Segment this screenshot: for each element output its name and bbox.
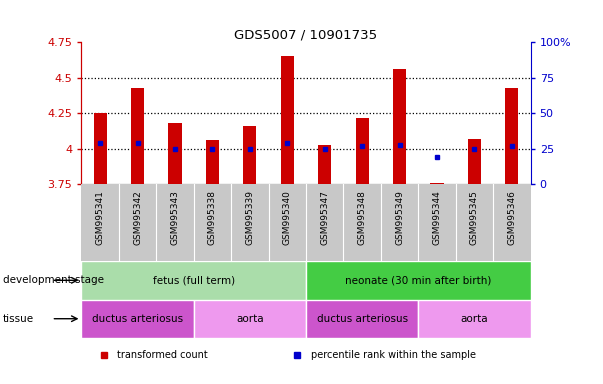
- Text: neonate (30 min after birth): neonate (30 min after birth): [345, 275, 491, 285]
- Bar: [93, 113, 107, 184]
- Text: aorta: aorta: [236, 314, 264, 324]
- Text: transformed count: transformed count: [118, 350, 208, 360]
- Bar: [431, 183, 444, 184]
- Text: development stage: development stage: [3, 275, 104, 285]
- Text: GSM995346: GSM995346: [507, 190, 516, 245]
- Text: ductus arteriosus: ductus arteriosus: [92, 314, 183, 324]
- Bar: [306, 261, 531, 300]
- Text: GSM995347: GSM995347: [320, 190, 329, 245]
- Bar: [505, 88, 519, 184]
- Text: tissue: tissue: [3, 314, 34, 324]
- Bar: [356, 118, 368, 184]
- Text: GSM995344: GSM995344: [432, 190, 441, 245]
- Bar: [81, 184, 531, 261]
- Text: GSM995338: GSM995338: [208, 190, 217, 245]
- Text: aorta: aorta: [461, 314, 488, 324]
- Bar: [281, 56, 294, 184]
- Bar: [418, 300, 531, 338]
- Bar: [468, 139, 481, 184]
- Bar: [168, 123, 182, 184]
- Bar: [131, 88, 144, 184]
- Text: GSM995349: GSM995349: [395, 190, 404, 245]
- Text: ductus arteriosus: ductus arteriosus: [317, 314, 408, 324]
- Bar: [206, 140, 219, 184]
- Text: GSM995343: GSM995343: [171, 190, 180, 245]
- Text: GSM995340: GSM995340: [283, 190, 292, 245]
- Text: percentile rank within the sample: percentile rank within the sample: [311, 350, 476, 360]
- Bar: [81, 261, 306, 300]
- Bar: [306, 300, 418, 338]
- Bar: [81, 300, 194, 338]
- Text: GSM995341: GSM995341: [96, 190, 105, 245]
- Bar: [244, 126, 256, 184]
- Bar: [393, 69, 406, 184]
- Text: fetus (full term): fetus (full term): [153, 275, 235, 285]
- Title: GDS5007 / 10901735: GDS5007 / 10901735: [235, 28, 377, 41]
- Bar: [194, 300, 306, 338]
- Bar: [318, 144, 331, 184]
- Text: GSM995342: GSM995342: [133, 190, 142, 245]
- Text: GSM995348: GSM995348: [358, 190, 367, 245]
- Text: GSM995345: GSM995345: [470, 190, 479, 245]
- Text: GSM995339: GSM995339: [245, 190, 254, 245]
